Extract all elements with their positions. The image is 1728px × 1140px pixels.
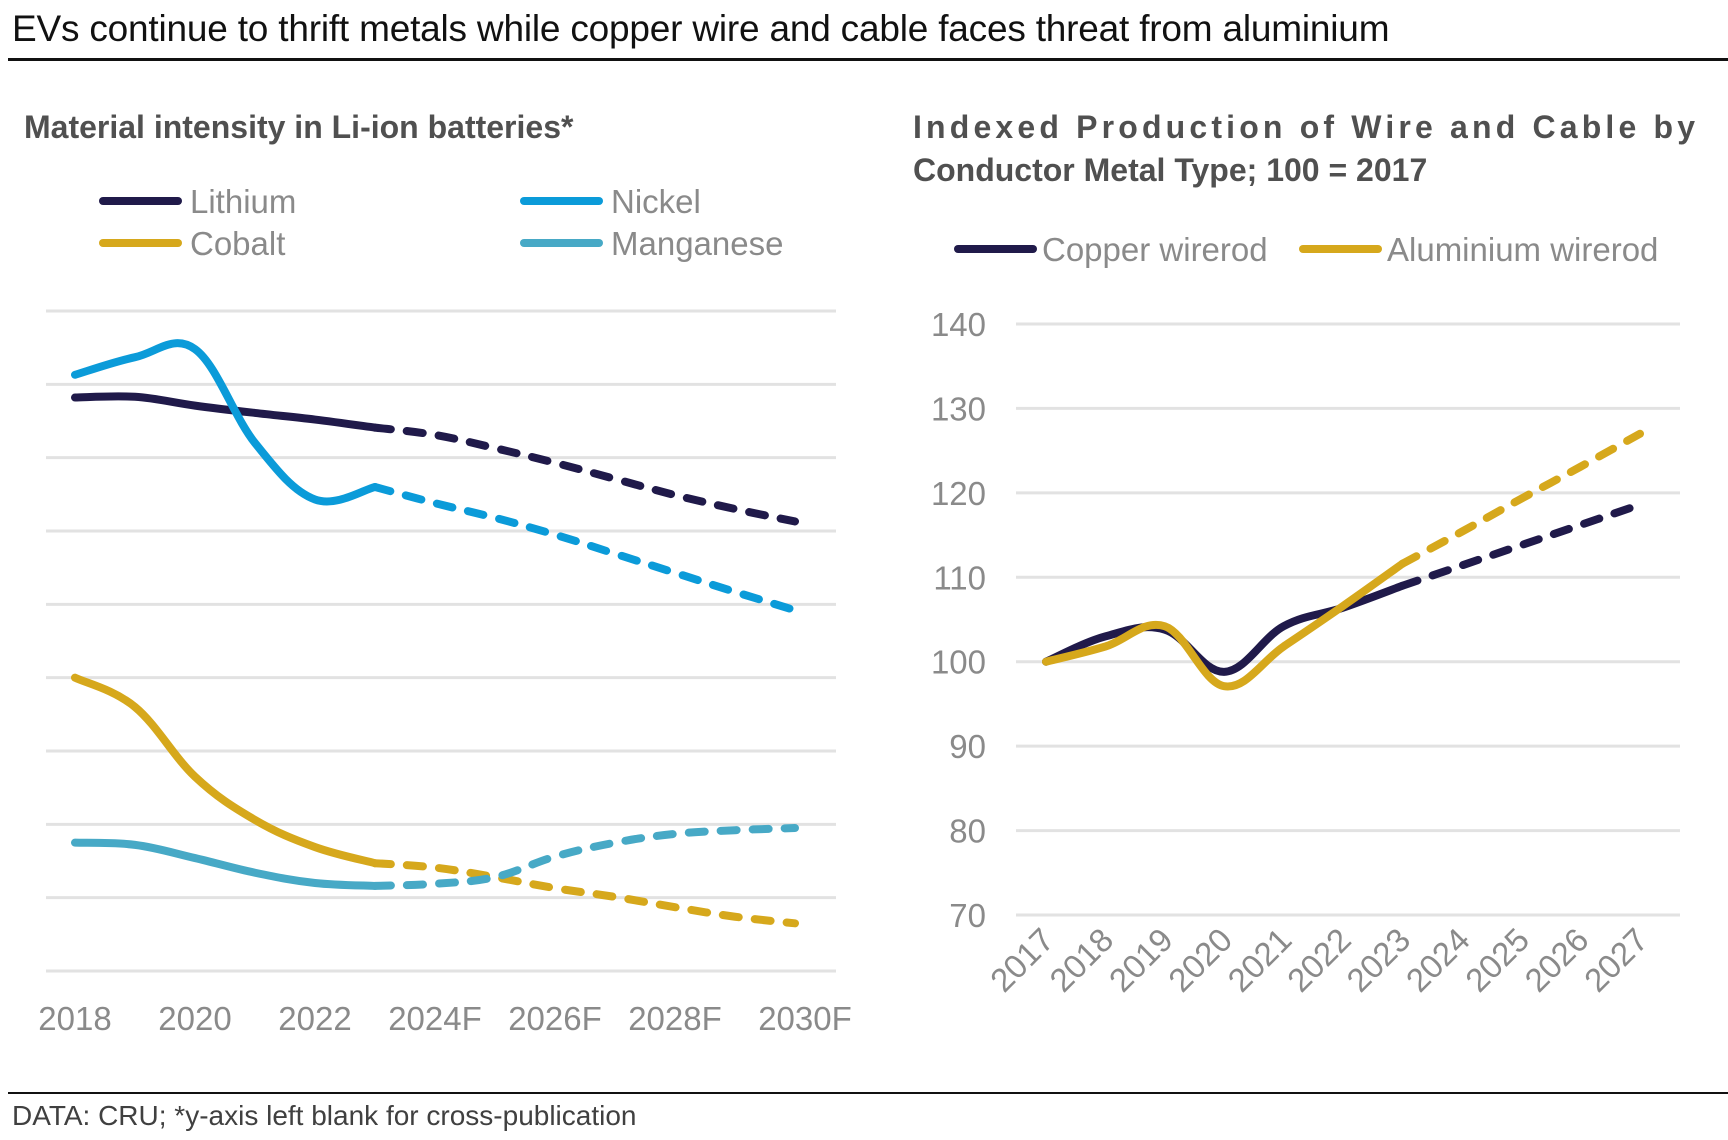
right-y-tick-label: 110: [933, 559, 986, 596]
legend-cobalt-label: Cobalt: [190, 225, 285, 262]
left-x-tick-label: 2028F: [628, 1000, 722, 1037]
cobalt-line-forecast: [371, 859, 799, 928]
right-x-tick-label: 2023: [1339, 921, 1417, 999]
legend-nickel-label: Nickel: [611, 183, 701, 220]
legend-manganese-label: Manganese: [611, 225, 783, 262]
left-x-tick-label: 2020: [158, 1000, 231, 1037]
right-series: [1042, 429, 1644, 691]
legend-copper-wirerod-label: Copper wirerod: [1042, 231, 1268, 268]
right-gridlines: [1016, 322, 1680, 917]
left-chart-title: Material intensity in Li-ion batteries*: [24, 109, 574, 145]
right-y-axis-ticks: 140 130 120 110 100 90 80 70: [931, 306, 986, 934]
footer-divider: [8, 1092, 1728, 1094]
lithium-line-actual: [71, 392, 379, 432]
nickel-line-actual: [71, 339, 379, 506]
left-chart: Material intensity in Li-ion batteries* …: [24, 109, 852, 1037]
source-note: DATA: CRU; *y-axis left blank for cross-…: [12, 1100, 637, 1131]
manganese-line-actual: [71, 838, 379, 890]
right-x-tick-label: 2019: [1102, 921, 1180, 999]
right-x-tick-label: 2024: [1399, 921, 1477, 999]
left-x-tick-label: 2018: [38, 1000, 111, 1037]
copper-wirerod-line-forecast: [1398, 500, 1644, 590]
left-series: [71, 339, 799, 928]
right-y-tick-label: 100: [931, 644, 986, 681]
right-chart: Indexed Production of Wire and Cable by …: [913, 109, 1695, 999]
left-legend: Lithium Nickel Cobalt Manganese: [99, 183, 783, 262]
right-x-tick-label: 2025: [1458, 921, 1536, 999]
legend-aluminium-wirerod-label: Aluminium wirerod: [1387, 231, 1658, 268]
right-x-tick-label: 2020: [1161, 921, 1239, 999]
right-y-tick-label: 80: [949, 813, 986, 850]
cobalt-line-actual: [71, 673, 379, 868]
left-x-tick-label: 2026F: [508, 1000, 602, 1037]
left-x-axis-ticks: 2018 2020 2022 2024F 2026F 2028F 2030F: [38, 1000, 852, 1037]
nickel-line-forecast: [371, 483, 799, 615]
aluminium-wirerod-line-actual: [1042, 559, 1407, 691]
right-x-tick-label: 2017: [983, 921, 1061, 999]
lithium-line-forecast: [371, 423, 799, 526]
manganese-line-forecast: [371, 824, 799, 890]
left-x-tick-label: 2030F: [758, 1000, 852, 1037]
right-x-axis-ticks: 2017201820192020202120222023202420252026…: [983, 921, 1655, 999]
right-x-tick-label: 2027: [1577, 921, 1655, 999]
left-x-tick-label: 2024F: [388, 1000, 482, 1037]
page-title: EVs continue to thrift metals while copp…: [12, 8, 1390, 49]
right-y-tick-label: 120: [931, 475, 986, 512]
right-y-tick-label: 140: [931, 306, 986, 343]
right-x-tick-label: 2022: [1280, 921, 1358, 999]
right-x-tick-label: 2018: [1042, 921, 1120, 999]
right-x-tick-label: 2026: [1517, 921, 1595, 999]
right-y-tick-label: 130: [931, 390, 986, 427]
aluminium-wirerod-line-forecast: [1398, 429, 1644, 568]
right-y-tick-label: 70: [949, 897, 986, 934]
right-chart-title-line-2: Conductor Metal Type; 100 = 2017: [913, 152, 1427, 188]
legend-lithium-label: Lithium: [190, 183, 296, 220]
right-x-tick-label: 2021: [1220, 921, 1298, 999]
right-y-tick-label: 90: [949, 728, 986, 765]
right-chart-title-line-1: Indexed Production of Wire and Cable by: [913, 109, 1695, 145]
right-legend: Copper wirerod Aluminium wirerod: [954, 231, 1658, 268]
title-divider: [8, 58, 1728, 61]
left-x-tick-label: 2022: [278, 1000, 351, 1037]
